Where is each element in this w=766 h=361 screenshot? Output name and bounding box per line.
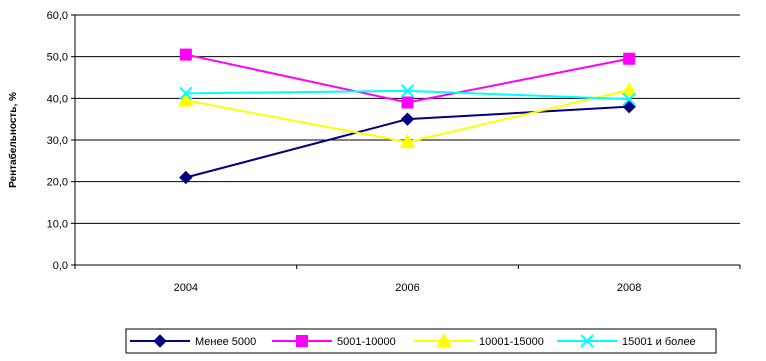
axes [71,14,741,269]
legend-item-2: 5001-10000 [272,335,396,348]
legend-label: 5001-10000 [337,336,396,348]
series-1 [179,99,636,185]
data-point [399,134,416,149]
data-point [179,86,193,101]
data-point [622,99,636,114]
y-tick-labels: 0,0 10,0 20,0 30,0 40,0 50,0 60,0 [47,10,68,272]
legend-label: 15001 и более [622,336,696,348]
marker-stroke [580,334,594,348]
y-axis-label: Рентабельность, % [7,92,19,188]
y-tick-label: 60,0 [47,10,68,22]
data-point [400,112,415,126]
y-tick-label: 40,0 [47,93,68,105]
series-3 [177,81,638,149]
legend-label: 10001-15000 [479,336,544,348]
y-tick-label: 20,0 [47,177,68,189]
series-2 [179,48,636,109]
legend-marker [436,332,452,348]
marker-stroke [179,86,193,101]
series-line [185,53,630,104]
data-point [621,81,638,97]
data-point [622,92,636,106]
x-tick-label: 2006 [395,282,419,294]
data-point [401,96,414,109]
legend-label: Менее 5000 [195,336,256,348]
data-point [400,84,415,98]
x-tick-label: 2008 [617,282,641,294]
legend-item-1: Менее 5000 [130,334,256,348]
legend-marker [580,334,594,348]
legend-item-3: 10001-15000 [414,332,544,348]
x-tick-label: 2004 [174,282,198,294]
y-tick-label: 50,0 [47,52,68,64]
data-point [179,48,192,61]
y-tick-label: 10,0 [47,218,68,230]
series-group [177,48,638,185]
y-tick-label: 30,0 [47,135,68,147]
marker-stroke [400,84,415,98]
marker-stroke [622,92,636,106]
legend-marker [296,335,308,347]
x-tick-labels: 2004 2006 2008 [174,282,642,294]
series-4 [179,84,636,106]
data-point [623,52,636,65]
legend: Менее 5000 5001-10000 10001-15000 15001 и б… [125,328,717,354]
legend-item-4: 15001 и более [557,334,696,348]
legend-marker [153,334,167,348]
data-point [177,92,194,107]
y-tick-label: 0,0 [53,260,68,272]
data-point [179,170,193,185]
